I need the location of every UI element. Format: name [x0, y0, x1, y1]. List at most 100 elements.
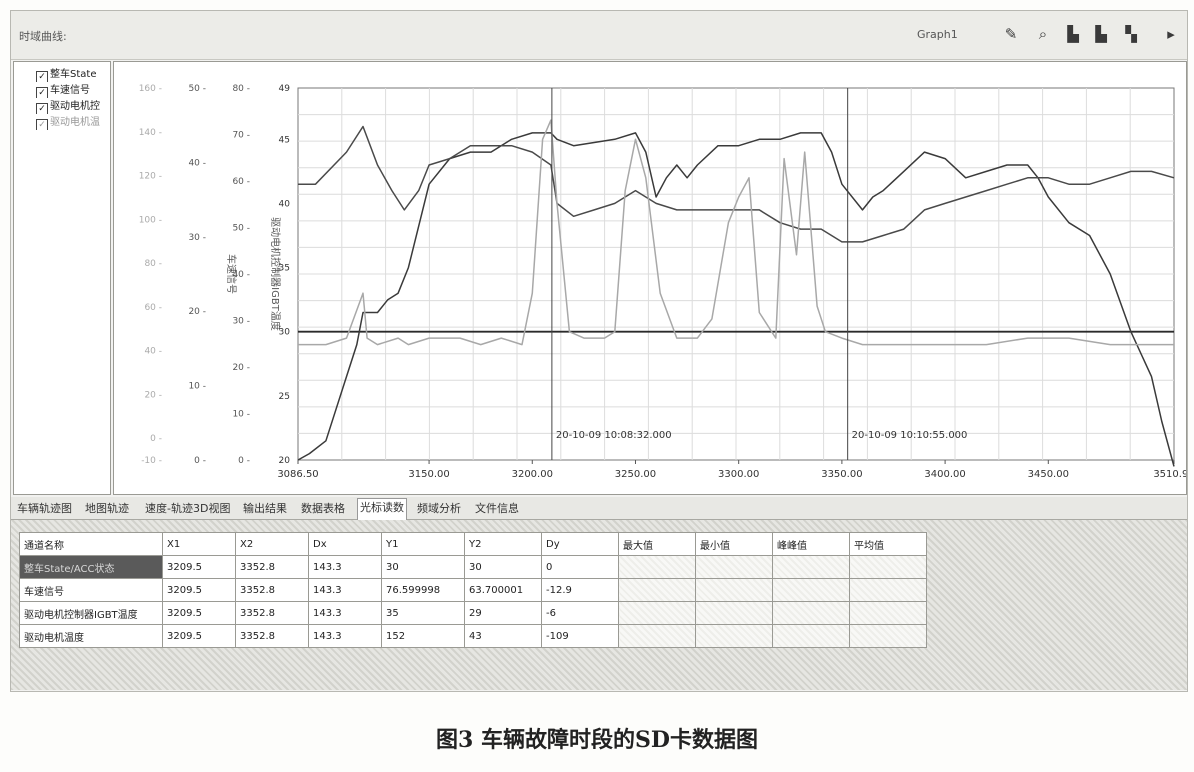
- next-icon[interactable]: ▸: [1167, 25, 1175, 43]
- channel-name-cell[interactable]: 驱动电机控制器IGBT温度: [19, 601, 163, 625]
- tab-frequency[interactable]: 频域分析: [417, 502, 461, 515]
- y-tick-label: 30 -: [232, 317, 250, 327]
- channel-name-cell[interactable]: 车速信号: [19, 578, 163, 602]
- table-cell: [695, 624, 773, 648]
- x-tick-label: 3250.00: [615, 469, 656, 480]
- legend-item-igbt[interactable]: ✓ 驱动电机控: [36, 100, 108, 114]
- column-header: 峰峰值: [772, 532, 850, 556]
- table-cell: [618, 601, 696, 625]
- export-icon[interactable]: ▙: [1067, 25, 1079, 43]
- y-tick-label: 50 -: [232, 224, 250, 234]
- y-axis-label: 车速信号: [225, 254, 238, 294]
- checkbox-icon[interactable]: ✓: [36, 87, 48, 98]
- table-cell: -6: [541, 601, 619, 625]
- table-cell: 43: [464, 624, 542, 648]
- figure-caption: 图3 车辆故障时段的SD卡数据图: [436, 727, 758, 753]
- checkbox-icon[interactable]: ✓: [36, 71, 48, 82]
- table-cell: 3209.5: [162, 624, 236, 648]
- x-tick-label: 3200.00: [512, 469, 553, 480]
- zoom-icon[interactable]: ⌕: [1038, 25, 1048, 43]
- tab-cursor-readout[interactable]: 光标读数: [357, 498, 407, 520]
- series-line: [297, 132, 1175, 467]
- table-cell: [849, 624, 927, 648]
- tab-vehicle-track[interactable]: 车辆轨迹图: [17, 502, 72, 515]
- checkbox-icon[interactable]: ✓: [36, 119, 48, 130]
- graph-label: Graph1: [917, 28, 958, 41]
- save-icon[interactable]: ▙: [1095, 25, 1107, 43]
- print-icon[interactable]: ▚: [1125, 25, 1137, 43]
- table-header-row: 通道名称 X1 X2 Dx Y1 Y2 Dy 最大值 最小值 峰峰值 平均值: [19, 532, 927, 556]
- y-tick-label: 0 -: [150, 434, 162, 444]
- checkbox-icon[interactable]: ✓: [36, 103, 48, 114]
- y-tick-label: 160 -: [139, 84, 162, 94]
- y-tick-label: 40 -: [144, 347, 162, 357]
- tab-speed-3d[interactable]: 速度-轨迹3D视图: [145, 502, 231, 515]
- table-cell: 3209.5: [162, 555, 236, 579]
- table-cell: 63.700001: [464, 578, 542, 602]
- column-header: X1: [162, 532, 236, 556]
- column-header: Dy: [541, 532, 619, 556]
- tab-data-table[interactable]: 数据表格: [301, 502, 345, 515]
- table-cell: [772, 555, 850, 579]
- y-tick-label: 140 -: [139, 128, 162, 138]
- table-cell: [772, 601, 850, 625]
- y-axis-label: 驱动电机控制器IGBT温度: [269, 217, 282, 331]
- series-line: [298, 125, 1175, 243]
- x-tick-label: 3150.00: [408, 469, 449, 480]
- table-row[interactable]: 整车State/ACC状态 3209.5 3352.8 143.3 30 30 …: [19, 555, 927, 579]
- pen-icon[interactable]: ✎: [1004, 25, 1018, 43]
- table-cell: 0: [541, 555, 619, 579]
- y-tick-label: 50 -: [188, 84, 206, 94]
- tab-file-info[interactable]: 文件信息: [475, 502, 519, 515]
- x-tick-label: 3086.50: [277, 469, 318, 480]
- y-tick-label: 25: [279, 392, 290, 402]
- y-tick-label: 35: [279, 264, 290, 274]
- y-tick-label: 10 -: [232, 410, 250, 420]
- tab-map-track[interactable]: 地图轨迹: [85, 502, 129, 515]
- table-row[interactable]: 车速信号 3209.5 3352.8 143.3 76.599998 63.70…: [19, 578, 927, 602]
- y-tick-label: 0 -: [194, 456, 206, 466]
- legend-item-motor-temp[interactable]: ✓ 驱动电机温: [36, 116, 108, 130]
- y-tick-label: -10 -: [141, 456, 162, 466]
- x-tick-label: 3400.00: [924, 469, 965, 480]
- table-row[interactable]: 驱动电机控制器IGBT温度 3209.5 3352.8 143.3 35 29 …: [19, 601, 927, 625]
- y-tick-label: 10 -: [188, 382, 206, 392]
- table-cell: [772, 578, 850, 602]
- y-tick-label: 49: [279, 84, 291, 94]
- cursor-readout-panel: 通道名称 X1 X2 Dx Y1 Y2 Dy 最大值 最小值 峰峰值 平均值 整…: [11, 520, 1187, 690]
- table-row[interactable]: 驱动电机温度 3209.5 3352.8 143.3 152 43 -109: [19, 624, 927, 648]
- y-tick-label: 80 -: [232, 84, 250, 94]
- y-tick-label: 120 -: [139, 172, 162, 182]
- table-cell: [618, 624, 696, 648]
- table-cell: 152: [381, 624, 465, 648]
- table-cell: [849, 578, 927, 602]
- tab-output[interactable]: 输出结果: [243, 502, 287, 515]
- legend-item-state[interactable]: ✓ 整车State: [36, 68, 108, 82]
- cursor-label: 20-10-09 10:10:55.000: [852, 430, 968, 441]
- time-domain-chart[interactable]: 3086.50 3150.00 3200.00 3250.00 3300.00 3350.…: [113, 61, 1194, 495]
- column-header: 平均值: [849, 532, 927, 556]
- channel-name-cell[interactable]: 驱动电机温度: [19, 624, 163, 648]
- table-cell: -12.9: [541, 578, 619, 602]
- table-cell: 3209.5: [162, 601, 236, 625]
- y-tick-label: 20 -: [188, 307, 206, 317]
- chart-svg: 3086.50 3150.00 3200.00 3250.00 3300.00 3350.…: [139, 84, 1194, 480]
- y-tick-label: 60 -: [232, 177, 250, 187]
- series-line: [298, 119, 1174, 346]
- table-cell: [618, 555, 696, 579]
- table-cell: 3352.8: [235, 624, 309, 648]
- y-tick-label: 20 -: [232, 363, 250, 373]
- table-cell: 3209.5: [162, 578, 236, 602]
- table-cell: 30: [381, 555, 465, 579]
- x-tick-label: 3300.00: [718, 469, 759, 480]
- y-tick-label: 20: [279, 456, 291, 466]
- panel-title: 时域曲线:: [19, 30, 67, 43]
- column-header: 最大值: [618, 532, 696, 556]
- table-cell: [849, 555, 927, 579]
- table-cell: 3352.8: [235, 578, 309, 602]
- channel-name-cell[interactable]: 整车State/ACC状态: [19, 555, 163, 579]
- title-bar: 时域曲线: Graph1 ✎ ⌕ ▙ ▙ ▚ ▸: [11, 11, 1187, 60]
- column-header: Y2: [464, 532, 542, 556]
- table-cell: [772, 624, 850, 648]
- legend-item-speed[interactable]: ✓ 车速信号: [36, 84, 108, 98]
